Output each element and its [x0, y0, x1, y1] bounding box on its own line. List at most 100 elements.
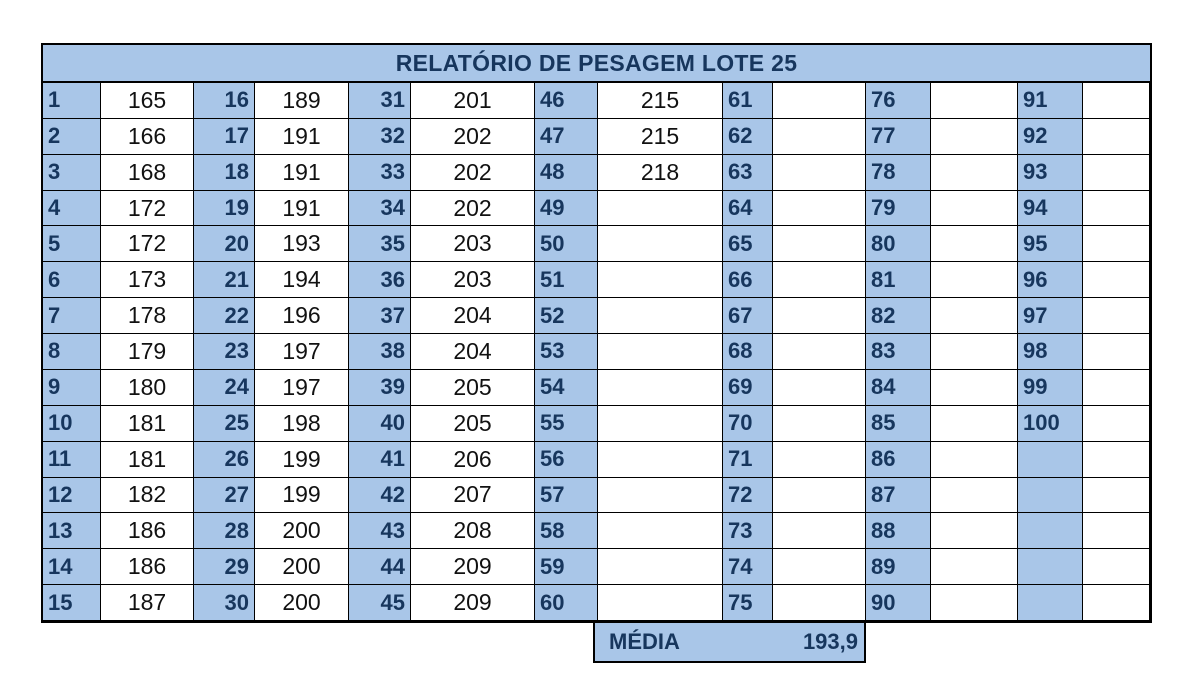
weight-cell: [598, 585, 723, 621]
animal-number-cell: [1018, 585, 1083, 621]
animal-number-cell: 63: [723, 154, 773, 191]
weight-cell: 191: [255, 154, 349, 191]
animal-number-cell: 62: [723, 118, 773, 155]
animal-number-cell: 92: [1018, 118, 1083, 155]
animal-number-cell: 69: [723, 369, 773, 406]
animal-number-cell: 90: [866, 585, 931, 621]
animal-number-cell: 16: [194, 83, 255, 119]
weight-cell: 193: [255, 226, 349, 263]
animal-number-cell: 99: [1018, 369, 1083, 406]
weight-cell: [1083, 83, 1150, 119]
animal-number-cell: 66: [723, 262, 773, 299]
animal-number-cell: 95: [1018, 226, 1083, 263]
weight-cell: 202: [411, 118, 535, 155]
animal-number-cell: [1018, 441, 1083, 478]
weight-cell: 205: [411, 405, 535, 442]
animal-number-cell: 32: [349, 118, 411, 155]
animal-number-cell: 38: [349, 334, 411, 370]
animal-number-cell: 7: [43, 298, 101, 335]
weight-cell: 200: [255, 513, 349, 550]
weight-cell: 172: [101, 226, 194, 263]
weight-cell: [598, 298, 723, 335]
weight-cell: [1083, 441, 1150, 478]
animal-number-cell: 30: [194, 585, 255, 621]
animal-number-cell: 91: [1018, 83, 1083, 119]
animal-number-cell: 82: [866, 298, 931, 335]
report-title: RELATÓRIO DE PESAGEM LOTE 25: [43, 45, 1150, 83]
animal-number-cell: 21: [194, 262, 255, 299]
animal-number-cell: 77: [866, 118, 931, 155]
weight-cell: 200: [255, 549, 349, 586]
weight-cell: 186: [101, 549, 194, 586]
weight-cell: 168: [101, 154, 194, 191]
weight-cell: 208: [411, 513, 535, 550]
weight-cell: 198: [255, 405, 349, 442]
animal-number-cell: 78: [866, 154, 931, 191]
weight-cell: [773, 154, 866, 191]
average-value: 193,9: [802, 629, 858, 654]
animal-number-cell: 55: [535, 405, 598, 442]
weight-cell: [931, 83, 1018, 119]
weight-cell: [1083, 477, 1150, 514]
animal-number-cell: 14: [43, 549, 101, 586]
weight-cell: [931, 226, 1018, 263]
animal-number-cell: [1018, 513, 1083, 550]
weights-grid: 1 165 2 166 3 168 4 172 5 172 6 173 7 178 8 179 9 180 10 18…: [43, 83, 1150, 621]
animal-number-cell: 64: [723, 190, 773, 227]
weight-cell: [1083, 262, 1150, 299]
animal-number-cell: 42: [349, 477, 411, 514]
animal-number-cell: 25: [194, 405, 255, 442]
weight-cell: [931, 298, 1018, 335]
average-label: MÉDIA: [609, 629, 680, 654]
animal-number-cell: 85: [866, 405, 931, 442]
animal-number-cell: 100: [1018, 405, 1083, 442]
animal-number-cell: 41: [349, 441, 411, 478]
animal-number-cell: 23: [194, 334, 255, 370]
animal-number-cell: 8: [43, 334, 101, 370]
weight-cell: [773, 549, 866, 586]
weight-cell: [598, 549, 723, 586]
animal-number-cell: 89: [866, 549, 931, 586]
animal-number-cell: 57: [535, 477, 598, 514]
weight-cell: [931, 549, 1018, 586]
animal-number-cell: 93: [1018, 154, 1083, 191]
animal-number-cell: 60: [535, 585, 598, 621]
animal-number-cell: 35: [349, 226, 411, 263]
weight-cell: 182: [101, 477, 194, 514]
animal-number-cell: [1018, 549, 1083, 586]
animal-number-cell: 19: [194, 190, 255, 227]
weight-cell: [1083, 190, 1150, 227]
weight-cell: [931, 405, 1018, 442]
animal-number-cell: 18: [194, 154, 255, 191]
weight-cell: [598, 477, 723, 514]
animal-number-cell: 74: [723, 549, 773, 586]
weight-cell: [773, 441, 866, 478]
animal-number-cell: [1018, 477, 1083, 514]
animal-number-cell: 1: [43, 83, 101, 119]
weight-cell: 197: [255, 369, 349, 406]
weight-cell: [598, 513, 723, 550]
weight-cell: 209: [411, 549, 535, 586]
weight-cell: 179: [101, 334, 194, 370]
weight-cell: [1083, 585, 1150, 621]
weight-cell: [598, 405, 723, 442]
animal-number-cell: 58: [535, 513, 598, 550]
weight-cell: 173: [101, 262, 194, 299]
weight-cell: 194: [255, 262, 349, 299]
weight-cell: 199: [255, 441, 349, 478]
animal-number-cell: 52: [535, 298, 598, 335]
weight-cell: [598, 226, 723, 263]
animal-number-cell: 65: [723, 226, 773, 263]
weight-cell: [931, 441, 1018, 478]
animal-number-cell: 6: [43, 262, 101, 299]
weight-cell: 178: [101, 298, 194, 335]
animal-number-cell: 51: [535, 262, 598, 299]
animal-number-cell: 12: [43, 477, 101, 514]
animal-number-cell: 96: [1018, 262, 1083, 299]
animal-number-cell: 37: [349, 298, 411, 335]
weight-cell: 197: [255, 334, 349, 370]
animal-number-cell: 68: [723, 334, 773, 370]
weight-cell: 200: [255, 585, 349, 621]
weight-cell: [1083, 549, 1150, 586]
animal-number-cell: 27: [194, 477, 255, 514]
